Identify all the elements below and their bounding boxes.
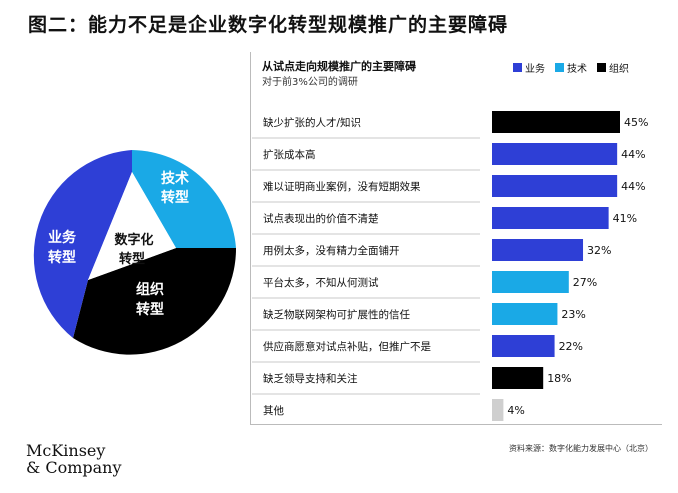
legend-item-organization: 组织 — [597, 60, 629, 75]
bar-category-label: 缺少扩张的人才/知识 — [263, 116, 361, 129]
bar — [492, 303, 558, 325]
bar-category-label: 平台太多，不知从何测试 — [263, 276, 379, 289]
pie-label-organization: 组织转型 — [136, 281, 164, 318]
mckinsey-logo: McKinsey & Company — [26, 442, 122, 476]
brand-line1: McKinsey — [26, 441, 106, 460]
legend-item-business: 业务 — [513, 60, 545, 75]
bar-value-label: 41% — [613, 212, 637, 225]
page-title: 图二：能力不足是企业数字化转型规模推广的主要障碍 — [28, 14, 509, 36]
bar — [492, 111, 620, 133]
bar-category-label: 用例太多，没有精力全面铺开 — [263, 244, 400, 257]
bar-category-label: 供应商愿意对试点补贴，但推广不是 — [263, 340, 431, 353]
bar — [492, 271, 569, 293]
bar — [492, 175, 618, 197]
bar — [492, 207, 609, 229]
bar-value-label: 22% — [559, 340, 583, 353]
bar — [492, 143, 618, 165]
bar-value-label: 44% — [621, 148, 645, 161]
bar-value-label: 4% — [507, 404, 524, 417]
bar — [492, 367, 544, 389]
source-note: 资料来源：数字化能力发展中心（北京） — [509, 444, 653, 453]
bar — [492, 399, 504, 421]
pie-segment-technology — [132, 150, 236, 248]
bar-category-label: 其他 — [263, 404, 284, 417]
bar-value-label: 45% — [624, 116, 648, 129]
chart-subtitle-survey: 对于前3%公司的调研 — [262, 77, 358, 88]
bar — [492, 239, 584, 261]
brand-line2: & Company — [26, 458, 122, 477]
pie-segment-organization — [73, 248, 237, 355]
legend-label-technology: 技术 — [567, 64, 587, 75]
chart-frame-left — [250, 52, 251, 424]
chart-legend: 业务 技术 组织 — [513, 60, 629, 75]
bar-category-label: 试点表现出的价值不清楚 — [263, 212, 379, 225]
legend-swatch-organization — [597, 63, 606, 72]
bar-value-label: 18% — [547, 372, 571, 385]
pie-label-business: 业务转型 — [48, 229, 77, 266]
bar-value-label: 44% — [621, 180, 645, 193]
chart-subtitle: 从试点走向规模推广的主要障碍 — [262, 60, 416, 73]
legend-item-technology: 技术 — [555, 60, 587, 75]
bar-category-label: 缺乏物联网架构可扩展性的信任 — [263, 308, 410, 321]
pie-label-technology: 技术转型 — [161, 170, 189, 206]
transformation-pie: 技术转型 组织转型 业务转型 数字化转型 — [33, 150, 237, 355]
pie-center-label: 数字化转型 — [114, 232, 153, 267]
pie-center-triangle — [88, 172, 176, 280]
legend-label-business: 业务 — [525, 64, 545, 75]
bar-category-label: 难以证明商业案例，没有短期效果 — [263, 180, 421, 193]
legend-label-organization: 组织 — [609, 64, 629, 75]
bar-value-label: 23% — [561, 308, 585, 321]
chart-frame-bottom — [250, 424, 662, 425]
legend-swatch-business — [513, 63, 522, 72]
bar-category-label: 缺乏领导支持和关注 — [263, 372, 358, 385]
bar-value-label: 32% — [587, 244, 611, 257]
bar-category-label: 扩张成本高 — [263, 148, 316, 161]
legend-swatch-technology — [555, 63, 564, 72]
pie-segment-business — [33, 150, 132, 338]
bar — [492, 335, 555, 357]
bar-value-label: 27% — [573, 276, 597, 289]
